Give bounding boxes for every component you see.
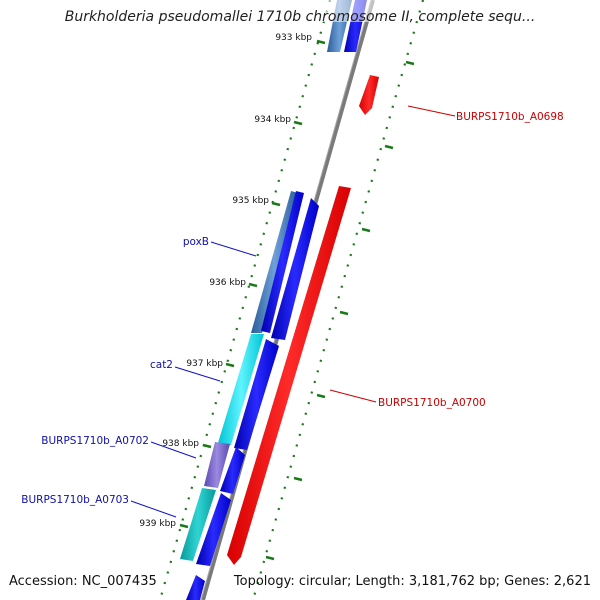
connector-a0702 xyxy=(150,441,197,459)
gene-poxb[interactable] xyxy=(251,191,298,333)
gene-burps1710b-a0703[interactable] xyxy=(180,488,216,561)
gene-forward-long-2[interactable] xyxy=(271,198,319,340)
kbp-label-936: 936 kbp xyxy=(209,278,246,288)
kbp-label-933: 933 kbp xyxy=(275,33,312,43)
gene-forward-a0703-adjacent[interactable] xyxy=(196,493,231,566)
gene-forward-long[interactable] xyxy=(261,191,304,333)
gene-bottom-partial[interactable] xyxy=(186,575,205,600)
label-burps1710b-a0702[interactable]: BURPS1710b_A0702 xyxy=(41,435,149,447)
map-title: Burkholderia pseudomallei 1710b chromoso… xyxy=(64,9,536,25)
inner-major-ticks xyxy=(179,39,326,529)
gene-forward-a0702-adjacent[interactable] xyxy=(220,447,245,494)
label-burps1710b-a0698[interactable]: BURPS1710b_A0698 xyxy=(456,111,564,123)
connector-cat2 xyxy=(174,366,221,382)
outer-major-ticks xyxy=(265,60,415,561)
accession-text: Accession: NC_007435 xyxy=(9,574,157,589)
gene-cat2[interactable] xyxy=(218,334,264,445)
gene-forward-cat2-adjacent[interactable] xyxy=(234,339,279,450)
gene-burps1710b-a0702[interactable] xyxy=(204,442,230,488)
kbp-label-937: 937 kbp xyxy=(186,359,223,369)
connector-a0703 xyxy=(130,500,177,518)
outer-tick-track xyxy=(251,0,425,600)
connector-a0700 xyxy=(329,389,377,403)
top-fade xyxy=(300,0,400,22)
kbp-label-935: 935 kbp xyxy=(232,196,269,206)
connector-poxb xyxy=(210,241,257,257)
kbp-label-934: 934 kbp xyxy=(254,115,291,125)
kbp-label-938: 938 kbp xyxy=(162,439,199,449)
gene-burps1710b-a0700[interactable] xyxy=(227,186,351,565)
kbp-label-939: 939 kbp xyxy=(139,519,176,529)
label-burps1710b-a0700[interactable]: BURPS1710b_A0700 xyxy=(378,397,486,409)
gene-burps1710b-a0698[interactable] xyxy=(359,75,379,115)
connector-a0698 xyxy=(407,105,456,117)
topology-text: Topology: circular; Length: 3,181,762 bp… xyxy=(233,574,591,589)
label-poxb[interactable]: poxB xyxy=(183,236,209,248)
label-cat2[interactable]: cat2 xyxy=(150,359,173,371)
label-burps1710b-a0703[interactable]: BURPS1710b_A0703 xyxy=(21,494,129,506)
